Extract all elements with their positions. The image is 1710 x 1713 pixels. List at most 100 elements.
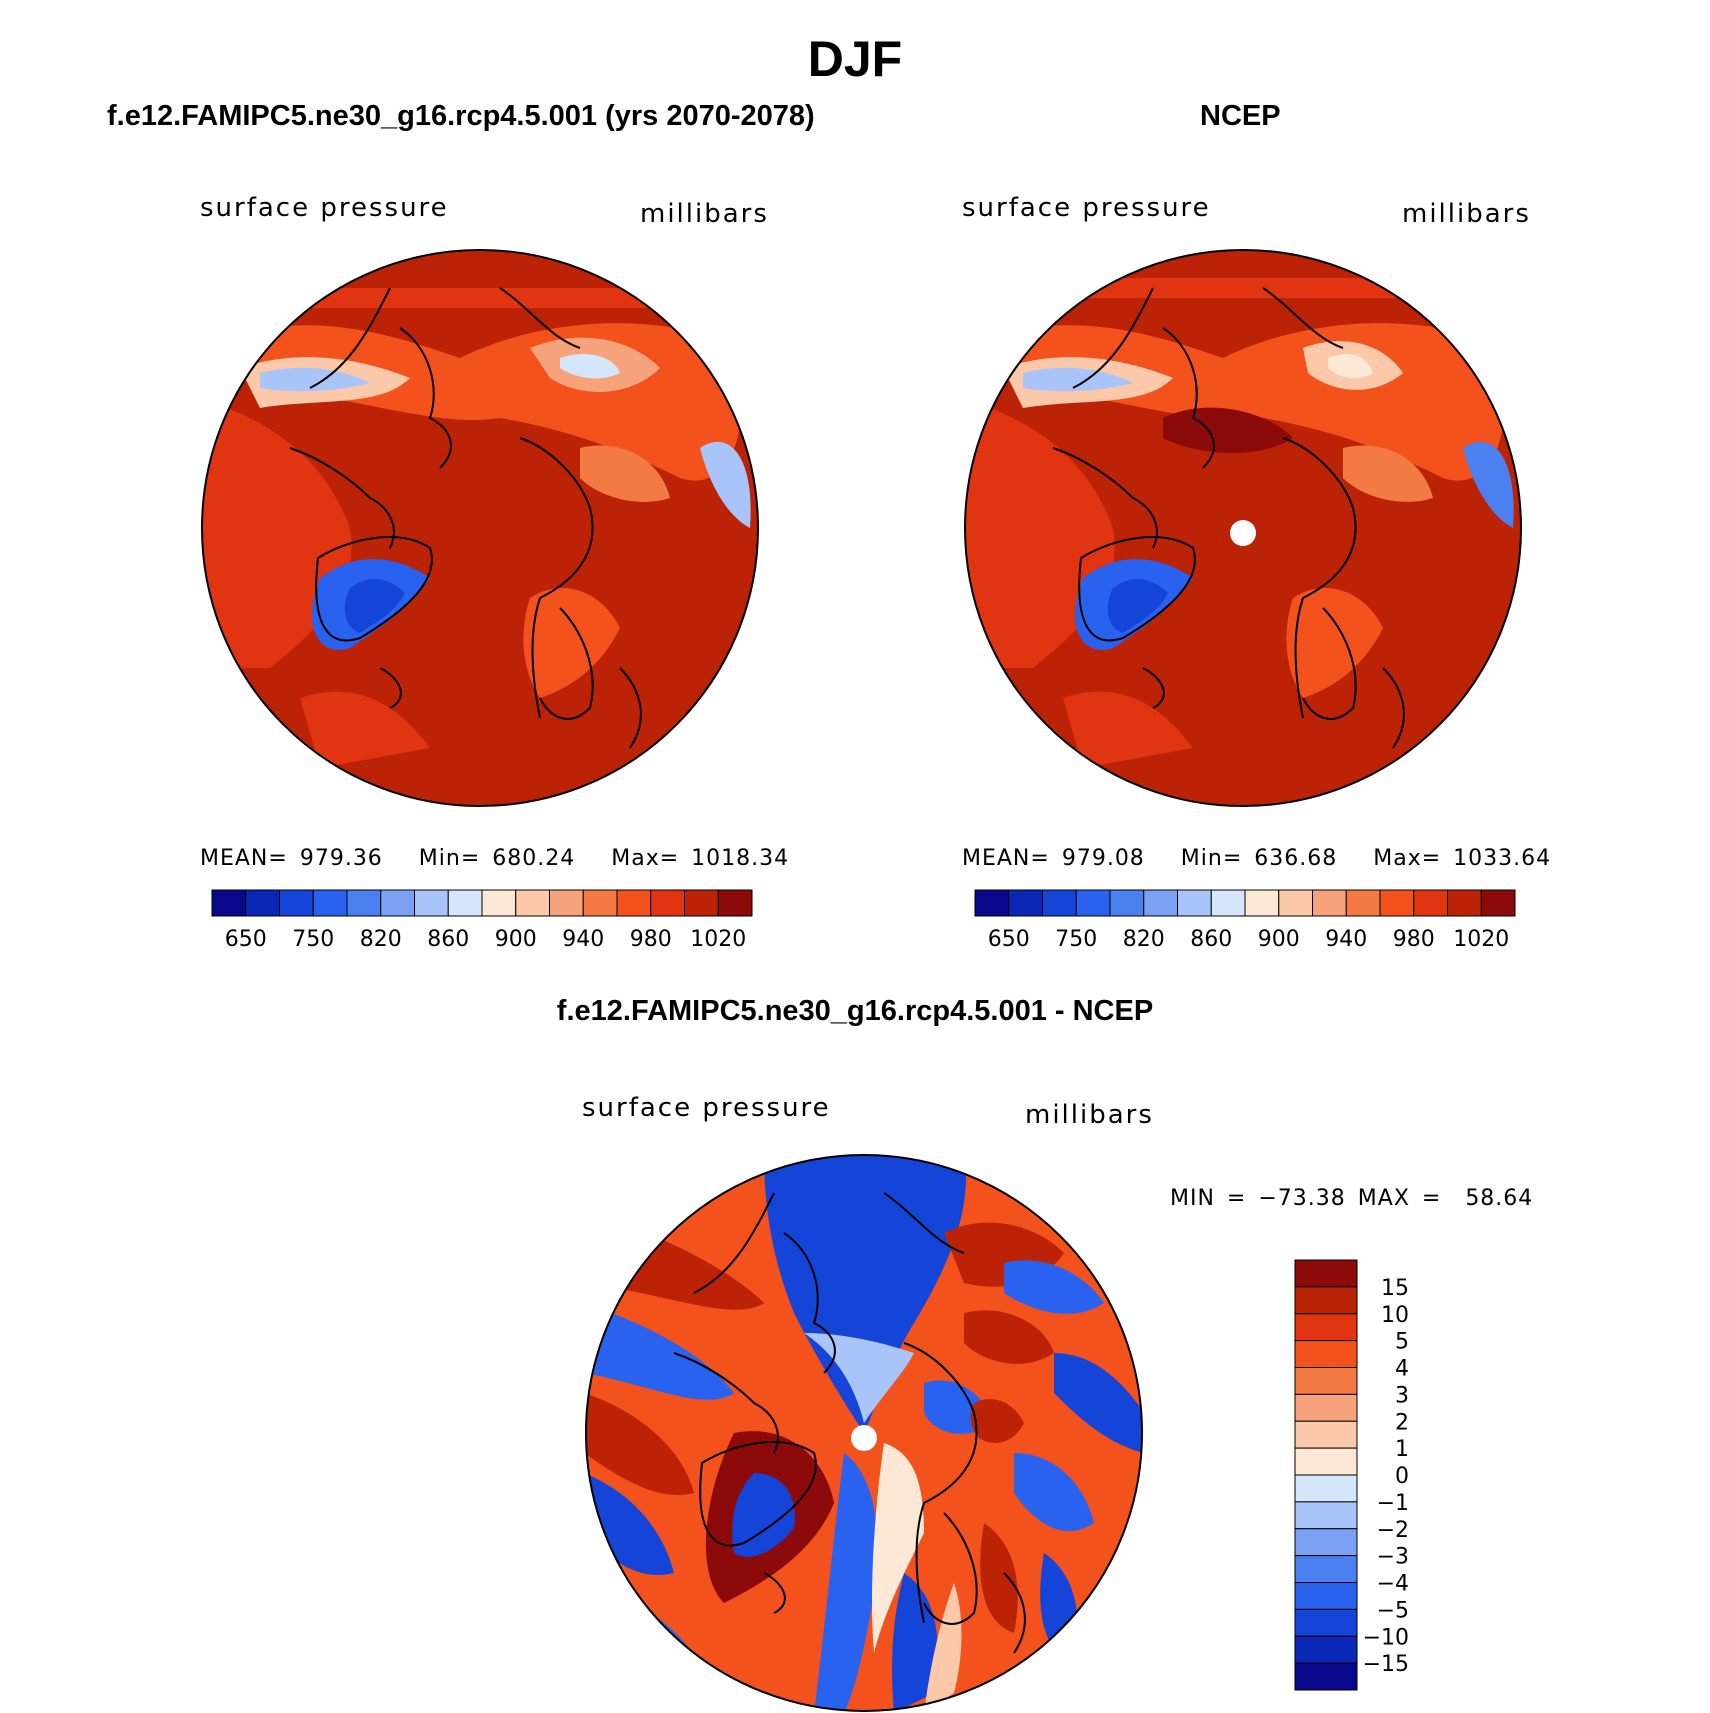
model-min-value: 680.24 [492,846,576,871]
obs-mean-label: MEAN= [962,846,1050,871]
model-colorbar-box [717,889,753,917]
obs-colorbar-tick-label: 820 [1123,927,1165,952]
model-colorbar-box [380,889,415,917]
diff-colorbar-tick-label: −2 [1377,1518,1409,1543]
obs-colorbar-box [1042,889,1077,917]
model-max-value: 1018.34 [691,846,790,871]
diff-colorbar-tick-label: −5 [1377,1598,1409,1623]
diff-colorbar-box [1294,1608,1358,1637]
model-colorbar-box [582,889,618,917]
diff-colorbar-box [1294,1501,1358,1530]
diff-max-label: MAX = [1357,1186,1442,1211]
obs-colorbar-box [1278,889,1313,917]
diff-stats: MIN = −73.38 MAX = 58.64 [1170,1186,1533,1211]
panel-obs-units-label: millibars [1402,199,1531,229]
diff-colorbar-box [1294,1447,1358,1476]
obs-colorbar-box [1413,889,1448,917]
diff-colorbar-box [1294,1340,1358,1368]
model-colorbar-tick-label: 750 [292,927,334,952]
diff-colorbar-tick-label: 0 [1395,1464,1409,1489]
model-coastlines [289,287,642,749]
diff-min-label: MIN = [1170,1186,1247,1211]
obs-colorbar-tick-label: 860 [1190,927,1232,952]
diff-colorbar-tick-label: 5 [1395,1330,1409,1355]
diff-colorbar-tick-label: −15 [1363,1652,1409,1677]
diff-colorbar-box [1294,1313,1358,1342]
obs-colorbar-box [1447,889,1482,917]
obs-colorbar-box [1345,889,1381,917]
diff-colorbar-tick-label: 4 [1395,1357,1409,1382]
obs-colorbar-box [1480,889,1516,917]
diff-coastlines [673,1192,1026,1654]
model-colorbar-tick-label: 650 [225,927,267,952]
panel-obs-variable-label: surface pressure [962,193,1211,223]
diff-colorbar-box [1294,1259,1358,1288]
obs-map-border [964,249,1522,807]
panel-obs-colorbar: 650 750 820 860 900 940 980 1020 [974,889,1516,952]
panel-model-variable-label: surface pressure [200,193,449,223]
diff-colorbar-box [1294,1286,1358,1315]
diff-colorbar-tick-label: −1 [1377,1491,1409,1516]
model-max-label: Max= [611,846,680,871]
model-colorbar-box [211,889,247,917]
diff-colorbar-box [1294,1367,1358,1395]
obs-coastlines [1052,287,1405,749]
diff-pole-hole [851,1425,877,1451]
obs-colorbar-box [1143,889,1178,917]
model-colorbar-box [414,889,449,917]
obs-colorbar-tick-label: 900 [1258,927,1300,952]
obs-colorbar-box [1008,889,1043,917]
model-min-label: Min= [418,846,481,871]
diff-colorbar-box [1294,1662,1358,1691]
obs-colorbar-box [1075,889,1111,917]
diff-colorbar-box [1294,1528,1358,1557]
model-colorbar-tick-label: 940 [562,927,604,952]
diff-colorbar-tick-label: −3 [1377,1545,1409,1570]
obs-colorbar-box [1210,889,1246,917]
obs-max-value: 1033.64 [1453,846,1552,871]
obs-colorbar-box [1244,889,1280,917]
model-colorbar-box [346,889,382,917]
diff-colorbar-tick-label: 2 [1395,1410,1409,1435]
model-colorbar-box [447,889,483,917]
model-colorbar-tick-label: 860 [427,927,469,952]
panel-model-title: f.e12.FAMIPC5.ne30_g16.rcp4.5.001 (yrs 2… [107,100,815,132]
panel-obs-stats: MEAN= 979.08 Min= 636.68 Max= 1033.64 [962,846,1551,871]
diff-max-value: 58.64 [1465,1186,1534,1211]
model-colorbar-box [684,889,719,917]
model-colorbar-tick-label: 900 [495,927,537,952]
diff-colorbar-box [1294,1420,1358,1449]
model-colorbar-box [515,889,550,917]
model-map-border [201,249,759,807]
obs-min-label: Min= [1180,846,1243,871]
model-colorbar-box [312,889,348,917]
model-colorbar-box [650,889,685,917]
obs-colorbar-box [1379,889,1415,917]
panel-obs-map [964,249,1522,807]
model-colorbar-box [279,889,314,917]
obs-colorbar-tick-label: 650 [988,927,1030,952]
diff-colorbar-box [1294,1635,1358,1664]
diff-variable-label: surface pressure [582,1093,831,1123]
diff-colorbar-box [1294,1393,1358,1422]
obs-colorbar-tick-label: 750 [1055,927,1097,952]
diff-min-value: −73.38 [1258,1186,1346,1211]
diff-colorbar-tick-label: −10 [1363,1625,1409,1650]
panel-model-units-label: millibars [640,199,769,229]
diff-colorbar-box [1294,1474,1358,1503]
model-colorbar-box [245,889,280,917]
obs-colorbar-box [1177,889,1212,917]
figure-title: DJF [807,31,903,87]
model-colorbar-tick-label: 820 [360,927,402,952]
panel-model-stats: MEAN= 979.36 Min= 680.24 Max= 1018.34 [200,846,789,871]
diff-colorbar-tick-label: 15 [1381,1276,1409,1301]
model-colorbar-box [481,889,517,917]
diff-colorbar-tick-label: 1 [1395,1437,1409,1462]
obs-colorbar-tick-label: 980 [1393,927,1435,952]
diff-units-label: millibars [1025,1100,1154,1130]
panel-obs-title: NCEP [1200,100,1281,132]
obs-colorbar-tick-label: 940 [1325,927,1367,952]
model-colorbar-box [549,889,584,917]
diff-colorbar-tick-label: 10 [1381,1303,1409,1328]
